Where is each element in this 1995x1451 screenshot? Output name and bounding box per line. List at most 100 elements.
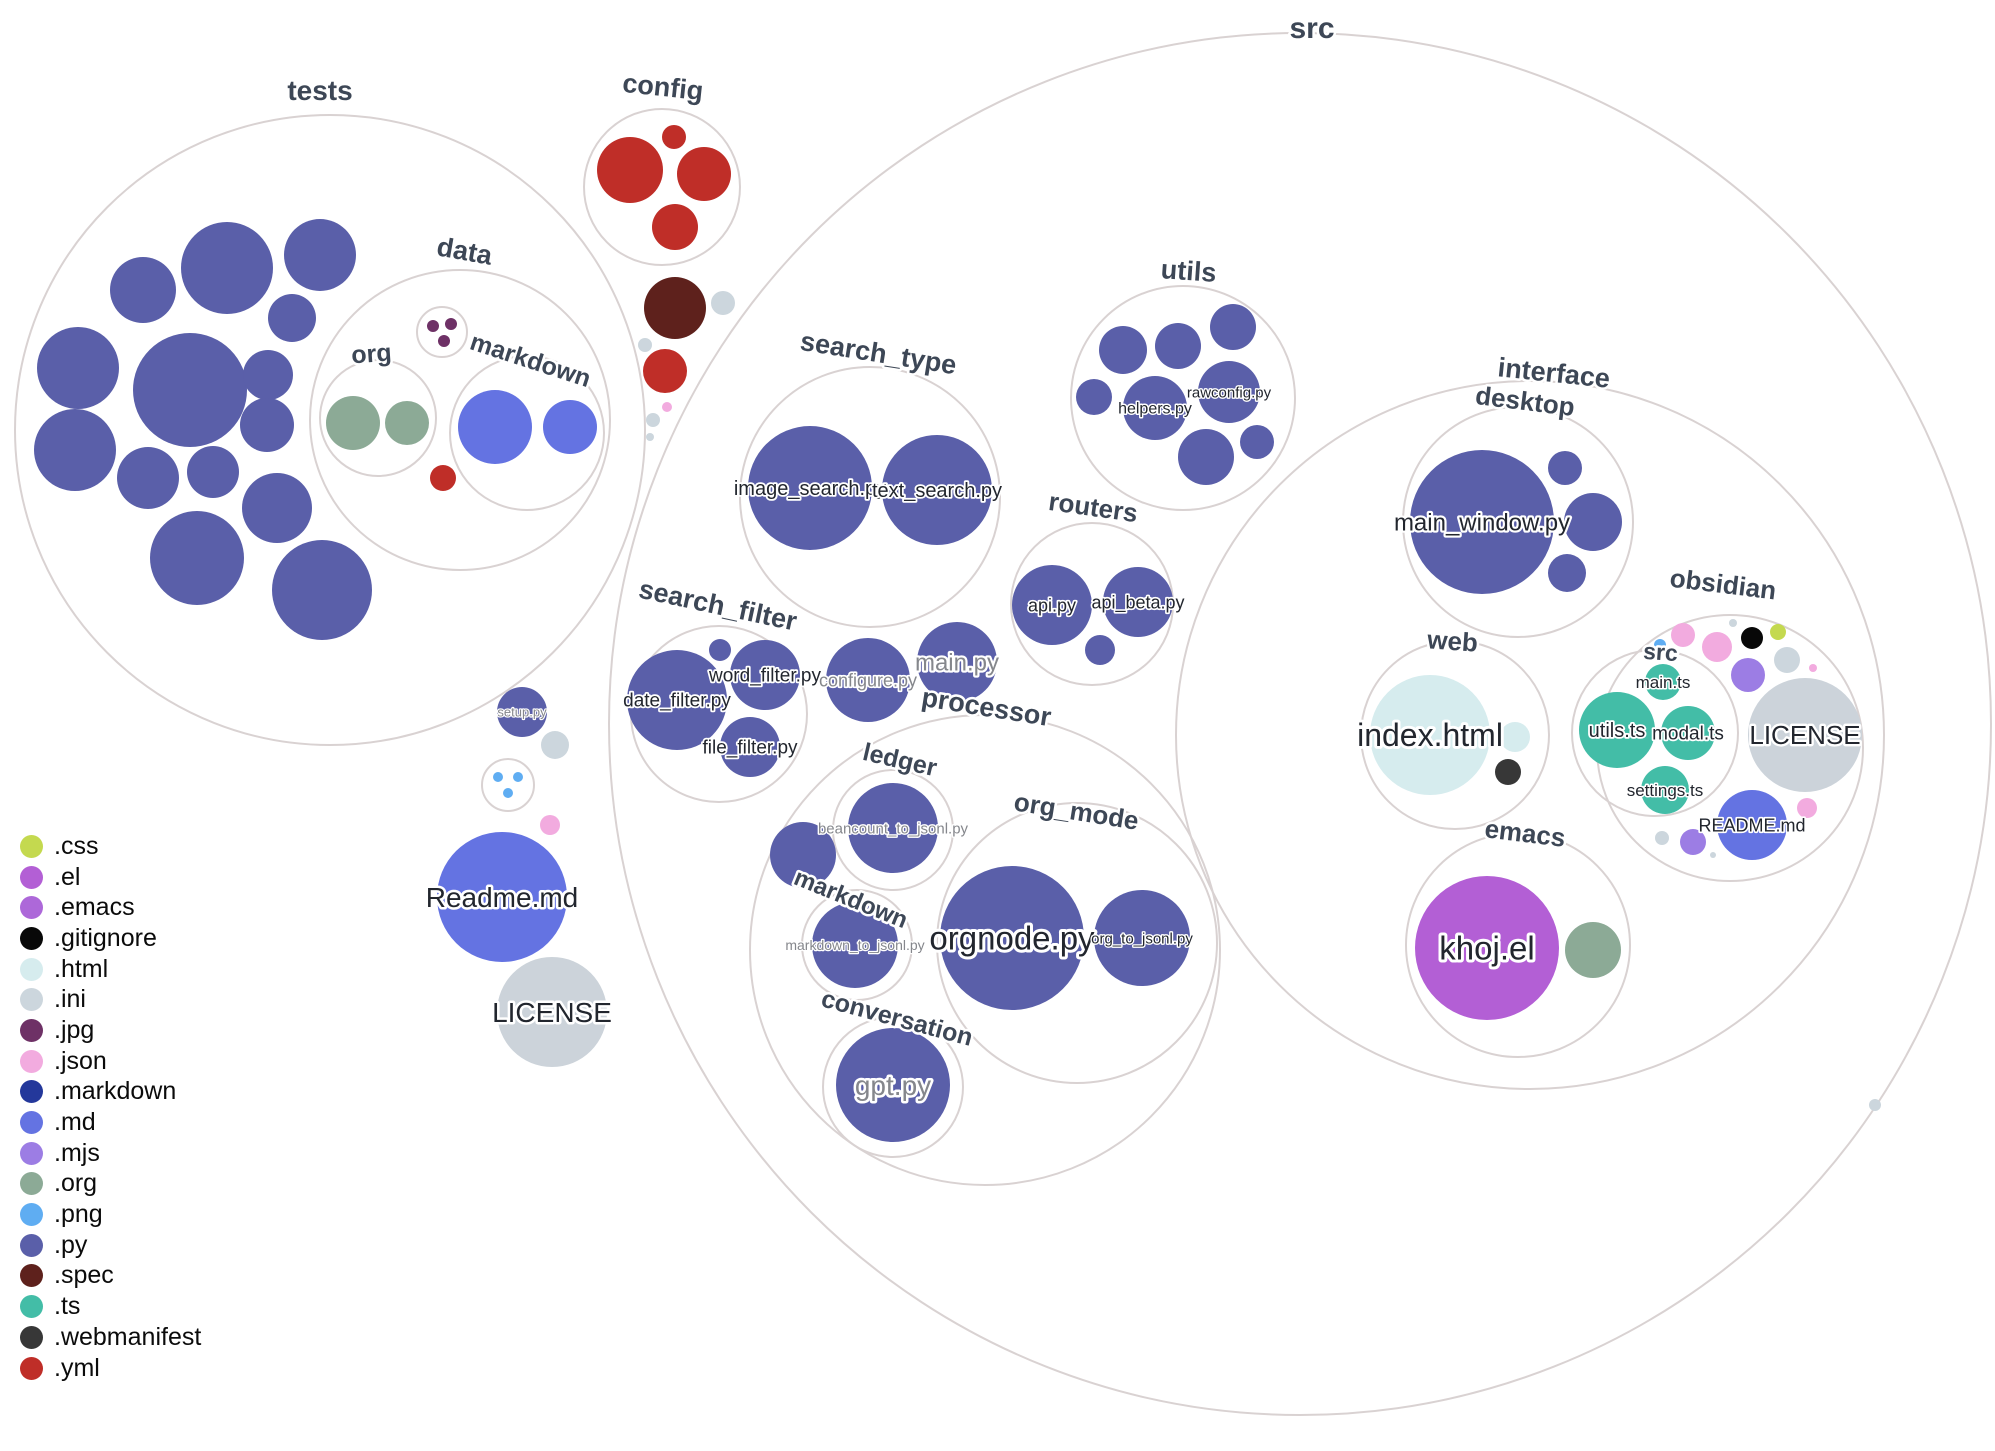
file-dot-json <box>1809 664 1817 672</box>
folder-conversation-circle <box>822 1016 964 1158</box>
legend-swatch-json-icon <box>20 1049 43 1073</box>
legend-label-el: .el <box>54 862 81 891</box>
folder-data-circle <box>309 269 611 571</box>
file-helpers-py-circle <box>1123 376 1187 440</box>
legend-item-el: .el <box>20 862 201 893</box>
file-dot-py <box>181 222 273 314</box>
folder-tests-circle <box>14 114 646 746</box>
folder-config-circle <box>583 108 741 266</box>
file-dot-py <box>1099 326 1147 374</box>
file-setup-py-circle <box>497 687 547 737</box>
folder-label-processor: processor <box>920 682 1054 732</box>
file-dot-yml <box>430 465 456 491</box>
legend-label-py: .py <box>54 1230 88 1259</box>
file-dot-py <box>1564 493 1622 551</box>
file-dot-jpg <box>427 320 439 332</box>
folder-label-web: web <box>1425 624 1479 658</box>
file-word-filter-py-circle <box>730 640 800 710</box>
legend-label-org: .org <box>54 1169 98 1198</box>
file-date-filter-py-circle <box>627 650 727 750</box>
file-dot-org <box>326 396 380 450</box>
folder-label-obsidian: obsidian <box>1668 563 1778 606</box>
legend-label-png: .png <box>54 1200 103 1229</box>
file-dot-py <box>117 447 179 509</box>
folder-label-routers: routers <box>1047 486 1140 528</box>
file-dot-spec <box>644 277 706 339</box>
file-dot-ini <box>646 413 660 427</box>
file-dot-jpg <box>438 335 450 347</box>
legend-swatch-spec-icon <box>20 1264 43 1288</box>
legend-label-yml: .yml <box>54 1353 100 1382</box>
file-label-settings-ts: settings.ts <box>1627 781 1704 800</box>
file-dot-py <box>1076 379 1112 415</box>
folder-label-search-filter: search_filter <box>636 574 800 637</box>
legend-swatch-html-icon <box>20 957 43 981</box>
file-dot-ini <box>646 433 654 441</box>
file-dot-py <box>1548 554 1586 592</box>
file-readme-md-circle <box>1717 790 1787 860</box>
legend-swatch-gitignore-icon <box>20 926 43 950</box>
file-dot-mjs <box>1731 658 1765 692</box>
file-dot-py <box>133 333 247 447</box>
folder-emacs-circle <box>1405 832 1631 1058</box>
file-dot-yml <box>677 147 731 201</box>
file-dot-yml <box>643 349 687 393</box>
legend-label-webmanifest: .webmanifest <box>54 1322 202 1351</box>
file-dot-py <box>770 822 836 888</box>
folder-src-circle <box>608 32 1992 1416</box>
folder-label-src: src <box>1289 12 1334 45</box>
folder-label-config: config <box>621 68 705 106</box>
folder-search-type-circle <box>739 366 1001 628</box>
legend-label-css: .css <box>54 831 99 860</box>
file-label-main-window-py: main_window.py <box>1394 509 1570 536</box>
file-license-circle <box>497 957 607 1067</box>
file-dot-yml <box>662 125 686 149</box>
file-dot-py <box>1240 425 1274 459</box>
file-license-circle <box>1748 678 1862 792</box>
legend-item-gitignore: .gitignore <box>20 923 201 954</box>
file-api-py-circle <box>1012 565 1092 645</box>
file-main-window-py-circle <box>1410 450 1554 594</box>
folder-utils-circle <box>1070 285 1296 511</box>
file-label-api-beta-py: api_beta.py <box>1091 592 1184 613</box>
legend-item-webmanifest: .webmanifest <box>20 1322 201 1353</box>
file-label-date-filter-py: date_filter.py <box>623 691 731 712</box>
file-label-text-search-py: text_search.py <box>872 480 1002 502</box>
file-dot-json <box>540 815 560 835</box>
file-dot-png <box>1654 639 1666 651</box>
legend-label-markdown: .markdown <box>54 1077 177 1106</box>
legend-item-markdown: .markdown <box>20 1077 201 1108</box>
file-label-gpt-py: gpt.py <box>855 1070 931 1101</box>
file-configure-py-circle <box>826 638 910 722</box>
file-label-helpers-py: helpers.py <box>1118 401 1192 418</box>
file-image-search-py-circle <box>748 426 872 550</box>
file-label-org-to-jsonl-py: org_to_jsonl.py <box>1091 930 1193 947</box>
file-label-configure-py: configure.py <box>819 670 917 690</box>
file-dot-gitignore <box>1741 627 1763 649</box>
file-dot-ini <box>1774 647 1800 673</box>
legend-item-emacs: .emacs <box>20 892 201 923</box>
file-gpt-py-circle <box>836 1028 950 1142</box>
legend-item-spec: .spec <box>20 1261 201 1292</box>
legend-item-html: .html <box>20 954 201 985</box>
legend-item-ini: .ini <box>20 984 201 1015</box>
legend-label-md: .md <box>54 1108 96 1137</box>
file-dot-py <box>1155 323 1201 369</box>
file-label-readme-md: README.md <box>1698 815 1805 835</box>
file-label-readme-md: Readme.md <box>426 882 579 913</box>
legend-item-py: .py <box>20 1230 201 1261</box>
file-dot-py <box>1210 304 1256 350</box>
file-dot-py <box>187 446 239 498</box>
legend-swatch-md-icon <box>20 1111 43 1135</box>
file-label-markdown-to-jsonl-py: markdown_to_jsonl.py <box>785 937 924 953</box>
file-label-rawconfig-py: rawconfig.py <box>1187 384 1272 401</box>
file-dot-py <box>1178 429 1234 485</box>
file-label-khoj-el: khoj.el <box>1439 930 1534 967</box>
folder-label-src-obsidian: src <box>1642 638 1678 666</box>
legend-swatch-markdown-icon <box>20 1080 43 1104</box>
legend-swatch-png-icon <box>20 1203 43 1227</box>
legend-swatch-ts-icon <box>20 1295 43 1319</box>
legend-swatch-webmanifest-icon <box>20 1325 43 1349</box>
